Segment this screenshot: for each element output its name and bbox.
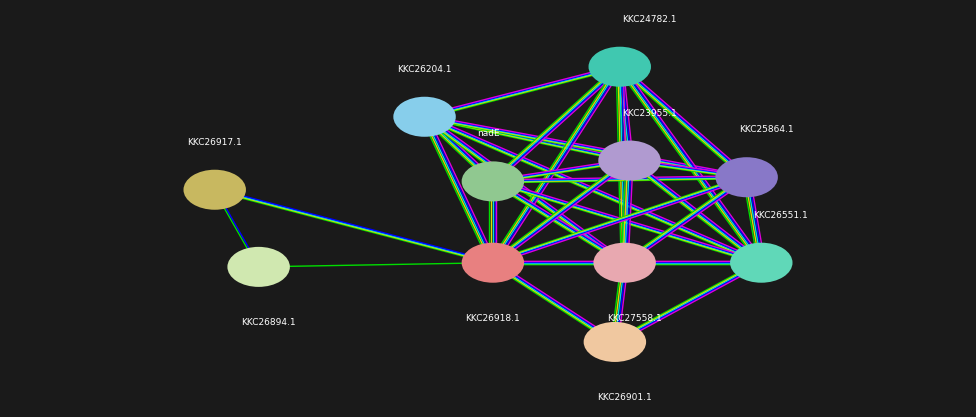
Ellipse shape (598, 141, 661, 181)
Ellipse shape (393, 97, 456, 137)
Text: KKC26204.1: KKC26204.1 (397, 65, 452, 74)
Text: KKC26918.1: KKC26918.1 (466, 314, 520, 323)
Text: KKC26551.1: KKC26551.1 (753, 211, 808, 220)
Text: nadE: nadE (476, 129, 500, 138)
Ellipse shape (462, 161, 524, 201)
Ellipse shape (584, 322, 646, 362)
Text: KKC26894.1: KKC26894.1 (241, 318, 296, 327)
Text: KKC23955.1: KKC23955.1 (622, 108, 676, 118)
Ellipse shape (183, 170, 246, 210)
Text: KKC27558.1: KKC27558.1 (607, 314, 662, 323)
Ellipse shape (715, 157, 778, 197)
Text: KKC26901.1: KKC26901.1 (597, 393, 652, 402)
Text: KKC25864.1: KKC25864.1 (739, 125, 793, 134)
Ellipse shape (589, 47, 651, 87)
Ellipse shape (730, 243, 793, 283)
Ellipse shape (593, 243, 656, 283)
Text: KKC24782.1: KKC24782.1 (622, 15, 676, 24)
Ellipse shape (462, 243, 524, 283)
Text: KKC26917.1: KKC26917.1 (187, 138, 242, 147)
Ellipse shape (227, 247, 290, 287)
